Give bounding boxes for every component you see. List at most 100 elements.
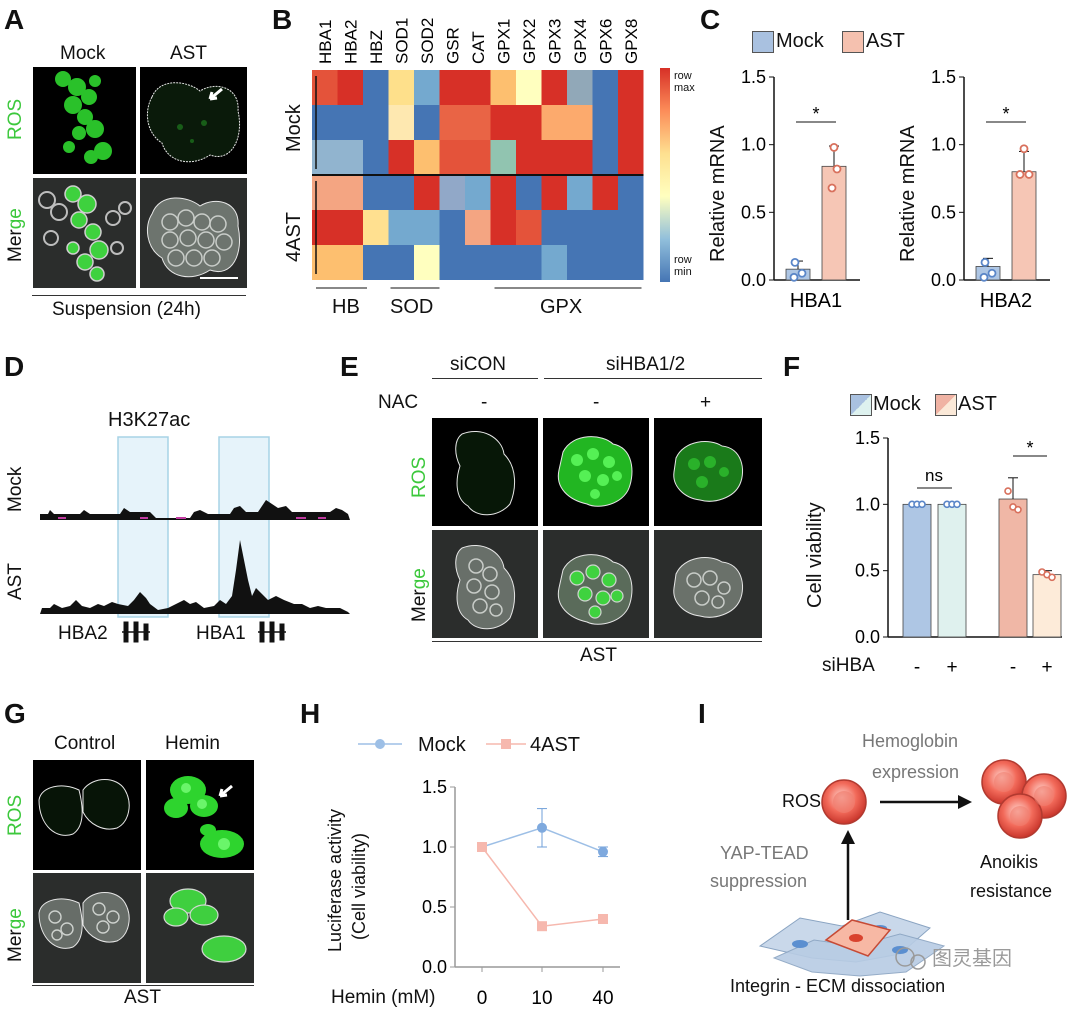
panel-letter: H bbox=[300, 698, 321, 729]
footer-label: Suspension (24h) bbox=[52, 299, 201, 320]
data-point bbox=[1015, 170, 1025, 179]
nac-sign: - bbox=[481, 392, 488, 413]
panel-letter: C bbox=[700, 4, 721, 35]
significance-marker: * bbox=[1026, 438, 1033, 458]
arrow-right-icon bbox=[880, 795, 972, 809]
heatmap-cell bbox=[414, 70, 440, 105]
data-point-mock bbox=[537, 822, 547, 833]
data-point-ast bbox=[598, 914, 608, 924]
heatmap-cell bbox=[388, 245, 414, 280]
bracket-line bbox=[432, 378, 538, 379]
heatmap-column-label: GPX3 bbox=[545, 19, 564, 64]
column-label-ast: AST bbox=[170, 43, 207, 64]
heatmap-cell bbox=[363, 175, 389, 210]
footer-label: AST bbox=[580, 645, 617, 666]
y-tick-label: 0.0 bbox=[741, 270, 766, 290]
genome-tracks bbox=[40, 436, 350, 643]
legend-label-ast: AST bbox=[866, 30, 905, 52]
x-tick-label: 10 bbox=[531, 988, 552, 1009]
y-tick-label: 1.0 bbox=[855, 494, 880, 514]
panel-letter: I bbox=[698, 698, 706, 729]
heatmap-cell bbox=[490, 175, 516, 210]
mock-track bbox=[40, 500, 350, 520]
heatmap-cell bbox=[439, 140, 465, 175]
legend-marker-mock bbox=[375, 739, 385, 749]
merge-overlay bbox=[673, 557, 744, 618]
heatmap-column-label: HBA1 bbox=[316, 20, 335, 64]
y-tick-label: 1.5 bbox=[741, 67, 766, 87]
arrow-icon bbox=[208, 87, 223, 101]
legend-label-ast: AST bbox=[958, 393, 997, 415]
bar-chart: 0.0 0.5 1.0 1.5 * HBA2 bbox=[931, 67, 1050, 312]
heatmap-cell bbox=[541, 175, 567, 210]
heatmap-cell bbox=[363, 140, 389, 175]
arrow-up-icon bbox=[841, 830, 855, 920]
cell-cluster-icon bbox=[981, 759, 1067, 839]
heatmap-cell bbox=[388, 70, 414, 105]
micrograph-ros-control bbox=[33, 760, 141, 870]
data-point-mock bbox=[598, 846, 608, 857]
x-category-label: HBA2 bbox=[980, 290, 1032, 312]
heatmap-cell bbox=[414, 105, 440, 140]
legend-label-mock: Mock bbox=[418, 734, 466, 756]
heatmap-cell bbox=[414, 175, 440, 210]
significance-marker: ns bbox=[925, 466, 943, 485]
heatmap-cell bbox=[490, 105, 516, 140]
column-label-mock: Mock bbox=[60, 43, 106, 64]
panel-letter: G bbox=[4, 698, 26, 729]
color-scale-max: row max bbox=[674, 70, 695, 95]
heatmap-cell bbox=[567, 105, 593, 140]
heatmap-column-label: SOD1 bbox=[392, 18, 411, 64]
ros-signal bbox=[557, 436, 633, 507]
y-tick-label: 1.5 bbox=[855, 428, 880, 448]
bracket-line bbox=[32, 295, 246, 296]
y-tick-label: 0.5 bbox=[422, 897, 447, 917]
heatmap-cell bbox=[618, 140, 644, 175]
ros-signal bbox=[673, 441, 744, 502]
data-point bbox=[980, 258, 990, 267]
heatmap-cell bbox=[414, 210, 440, 245]
heatmap-column-label: GPX1 bbox=[494, 19, 513, 64]
heatmap-cell bbox=[541, 105, 567, 140]
micrograph-merge-sihba-nac bbox=[654, 530, 762, 638]
x-tick-label: 0 bbox=[477, 988, 488, 1009]
heatmap-column-label: GPX6 bbox=[596, 19, 615, 64]
gene-model-hba2 bbox=[122, 621, 150, 643]
data-point bbox=[1024, 170, 1034, 179]
heatmap-cell bbox=[592, 105, 618, 140]
label-integrin: Integrin - ECM dissociation bbox=[730, 976, 946, 996]
heatmap-cell bbox=[592, 245, 618, 280]
heatmap-cell bbox=[490, 70, 516, 105]
group-label-sod: SOD bbox=[390, 296, 434, 318]
nac-label: NAC bbox=[378, 392, 419, 413]
heatmap-cell bbox=[490, 140, 516, 175]
micrograph-ros-sihba bbox=[543, 418, 649, 526]
heatmap-cell bbox=[516, 105, 542, 140]
merge-overlay bbox=[146, 197, 240, 279]
group-label-hb: HB bbox=[332, 296, 360, 318]
data-point bbox=[953, 500, 961, 509]
track-mark-label: H3K27ac bbox=[108, 409, 191, 431]
heatmap-cell bbox=[388, 175, 414, 210]
micrograph-merge-sihba bbox=[543, 530, 649, 638]
x-sign-label: + bbox=[1041, 657, 1052, 678]
label-yap-tead: YAP-TEAD bbox=[720, 843, 809, 863]
heatmap-cell bbox=[516, 210, 542, 245]
bracket-line bbox=[432, 641, 762, 642]
x-category-label: HBA1 bbox=[790, 290, 842, 312]
heatmap-cell bbox=[414, 245, 440, 280]
heatmap-cell bbox=[490, 245, 516, 280]
heatmap-cell bbox=[618, 210, 644, 245]
legend-swatch-mock bbox=[752, 31, 774, 53]
data-point bbox=[1014, 505, 1022, 514]
heatmap-cell bbox=[618, 70, 644, 105]
cell-outline bbox=[455, 431, 515, 516]
bar bbox=[1032, 574, 1062, 638]
bracket-line bbox=[32, 985, 254, 986]
heatmap-cell bbox=[337, 105, 363, 140]
heatmap-cell bbox=[592, 70, 618, 105]
data-point bbox=[797, 268, 807, 278]
heatmap-cell bbox=[567, 175, 593, 210]
heatmap-cell bbox=[363, 245, 389, 280]
